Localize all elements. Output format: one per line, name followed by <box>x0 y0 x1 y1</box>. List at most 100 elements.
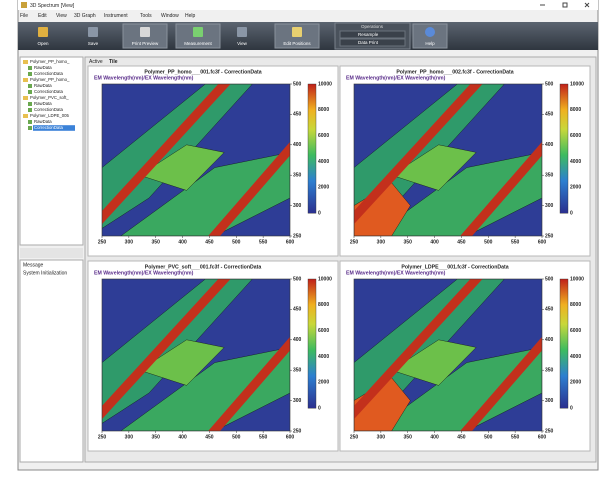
colorbar-label: 0 <box>570 211 573 217</box>
folder-icon <box>23 78 28 82</box>
y-tick-label: 500 <box>293 81 302 87</box>
x-tick-label: 350 <box>152 434 161 440</box>
x-tick-label: 300 <box>125 434 134 440</box>
plot-subtitle: EM Wavelength(nm)/EX Wavelength(nm) <box>94 270 194 276</box>
colorbar <box>560 279 568 408</box>
colorbar-label: 2000 <box>570 380 581 386</box>
x-tick-label: 300 <box>125 239 134 245</box>
tree-item[interactable]: CorrectionData <box>34 107 64 112</box>
operations-item[interactable]: Resample <box>358 32 379 37</box>
tab[interactable]: Active <box>89 59 103 65</box>
colorbar <box>560 84 568 213</box>
x-tick-label: 600 <box>286 434 295 440</box>
x-tick-label: 550 <box>511 239 520 245</box>
y-tick-label: 300 <box>293 203 302 209</box>
page: 3D Spectrum [View] Message FileEditView3… <box>0 0 600 496</box>
x-tick-label: 550 <box>259 434 268 440</box>
tree-item[interactable]: RawData <box>34 83 52 88</box>
button-icon <box>193 27 203 37</box>
heatmap <box>344 269 552 441</box>
colorbar-label: 10000 <box>318 276 332 282</box>
tree-item[interactable]: RawData <box>34 101 52 106</box>
button-icon <box>140 27 150 37</box>
x-tick-label: 450 <box>205 434 214 440</box>
data-icon <box>28 72 32 76</box>
data-icon <box>28 90 32 94</box>
x-tick-label: 250 <box>98 434 107 440</box>
data-icon <box>28 108 32 112</box>
tab[interactable]: Tile <box>109 59 118 65</box>
tree-item[interactable]: RawData <box>34 119 52 124</box>
menu-item[interactable]: Window <box>161 13 179 19</box>
x-tick-label: 500 <box>484 434 493 440</box>
y-tick-label: 250 <box>293 428 302 434</box>
tree-item[interactable]: Polymer_PVC_soft_ <box>30 95 69 100</box>
data-icon <box>28 66 32 70</box>
toolbar-button[interactable]: Measurement <box>184 41 212 46</box>
tree-item[interactable]: CorrectionData <box>34 125 64 130</box>
help-icon <box>425 27 435 37</box>
y-tick-label: 250 <box>545 428 554 434</box>
data-icon <box>28 84 32 88</box>
tree-item[interactable]: Polymer_PP_homo_ <box>30 59 70 64</box>
plot-subtitle: EM Wavelength(nm)/EX Wavelength(nm) <box>346 75 446 81</box>
x-tick-label: 500 <box>232 434 241 440</box>
y-tick-label: 400 <box>545 142 554 148</box>
tree-item[interactable]: CorrectionData <box>34 71 64 76</box>
plot-subtitle: EM Wavelength(nm)/EX Wavelength(nm) <box>346 270 446 276</box>
toolbar-button[interactable]: Help <box>425 41 435 46</box>
heatmap <box>92 74 300 246</box>
x-tick-label: 450 <box>457 239 466 245</box>
x-tick-label: 250 <box>98 239 107 245</box>
y-tick-label: 500 <box>545 276 554 282</box>
tree-item[interactable]: Polymer_PP_homo_ <box>30 77 70 82</box>
toolbar-button[interactable]: Open <box>37 41 49 46</box>
tree-item[interactable]: Polymer_LDPE_005 <box>30 113 70 118</box>
x-tick-label: 300 <box>377 434 386 440</box>
menu-item[interactable]: Tools <box>140 13 152 19</box>
y-tick-label: 500 <box>545 81 554 87</box>
menu-item[interactable]: File <box>20 13 28 19</box>
x-tick-label: 400 <box>178 434 187 440</box>
menu-item[interactable]: Help <box>185 13 196 19</box>
x-tick-label: 300 <box>377 239 386 245</box>
y-tick-label: 350 <box>545 368 554 374</box>
y-tick-label: 250 <box>545 233 554 239</box>
menu-item[interactable]: Edit <box>38 13 47 19</box>
x-tick-label: 600 <box>286 239 295 245</box>
toolbar-button[interactable]: Print Preview <box>132 41 159 46</box>
menu-item[interactable]: Instrument <box>104 13 128 19</box>
x-tick-label: 250 <box>350 434 359 440</box>
colorbar-label: 4000 <box>318 159 329 165</box>
colorbar-label: 4000 <box>318 354 329 360</box>
colorbar-label: 2000 <box>570 185 581 191</box>
plot-subtitle: EM Wavelength(nm)/EX Wavelength(nm) <box>94 75 194 81</box>
colorbar-label: 2000 <box>318 380 329 386</box>
colorbar-label: 10000 <box>570 81 584 87</box>
button-icon <box>88 27 98 37</box>
toolbar-button[interactable]: Save <box>88 41 99 46</box>
y-tick-label: 450 <box>293 307 302 313</box>
menu-item[interactable]: 3D Graph <box>74 13 96 19</box>
y-tick-label: 500 <box>293 276 302 282</box>
plot-panel: Polymer_LDPE___001.fc3f - CorrectionData… <box>340 261 590 451</box>
y-tick-label: 250 <box>293 233 302 239</box>
y-tick-label: 350 <box>293 368 302 374</box>
data-icon <box>28 126 32 130</box>
colorbar-label: 8000 <box>318 302 329 308</box>
operations-item[interactable]: Data Print <box>358 40 379 45</box>
tree-item[interactable]: CorrectionData <box>34 89 64 94</box>
colorbar <box>308 84 316 213</box>
colorbar-label: 8000 <box>570 302 581 308</box>
button-icon <box>237 27 247 37</box>
app-window: 3D Spectrum [View] Message FileEditView3… <box>0 0 600 496</box>
plot-panel: Polymer_PP_homo___002.fc3f - CorrectionD… <box>340 66 590 256</box>
message-panel <box>20 260 83 462</box>
menu-item[interactable]: View <box>56 13 67 19</box>
tree-item[interactable]: RawData <box>34 65 52 70</box>
app-icon <box>21 2 27 8</box>
plot-panel: Polymer_PVC_soft___001.fc3f - Correction… <box>88 261 338 451</box>
toolbar-button[interactable]: View <box>237 41 247 46</box>
x-tick-label: 550 <box>511 434 520 440</box>
toolbar-button[interactable]: Edit Positions <box>283 41 311 46</box>
